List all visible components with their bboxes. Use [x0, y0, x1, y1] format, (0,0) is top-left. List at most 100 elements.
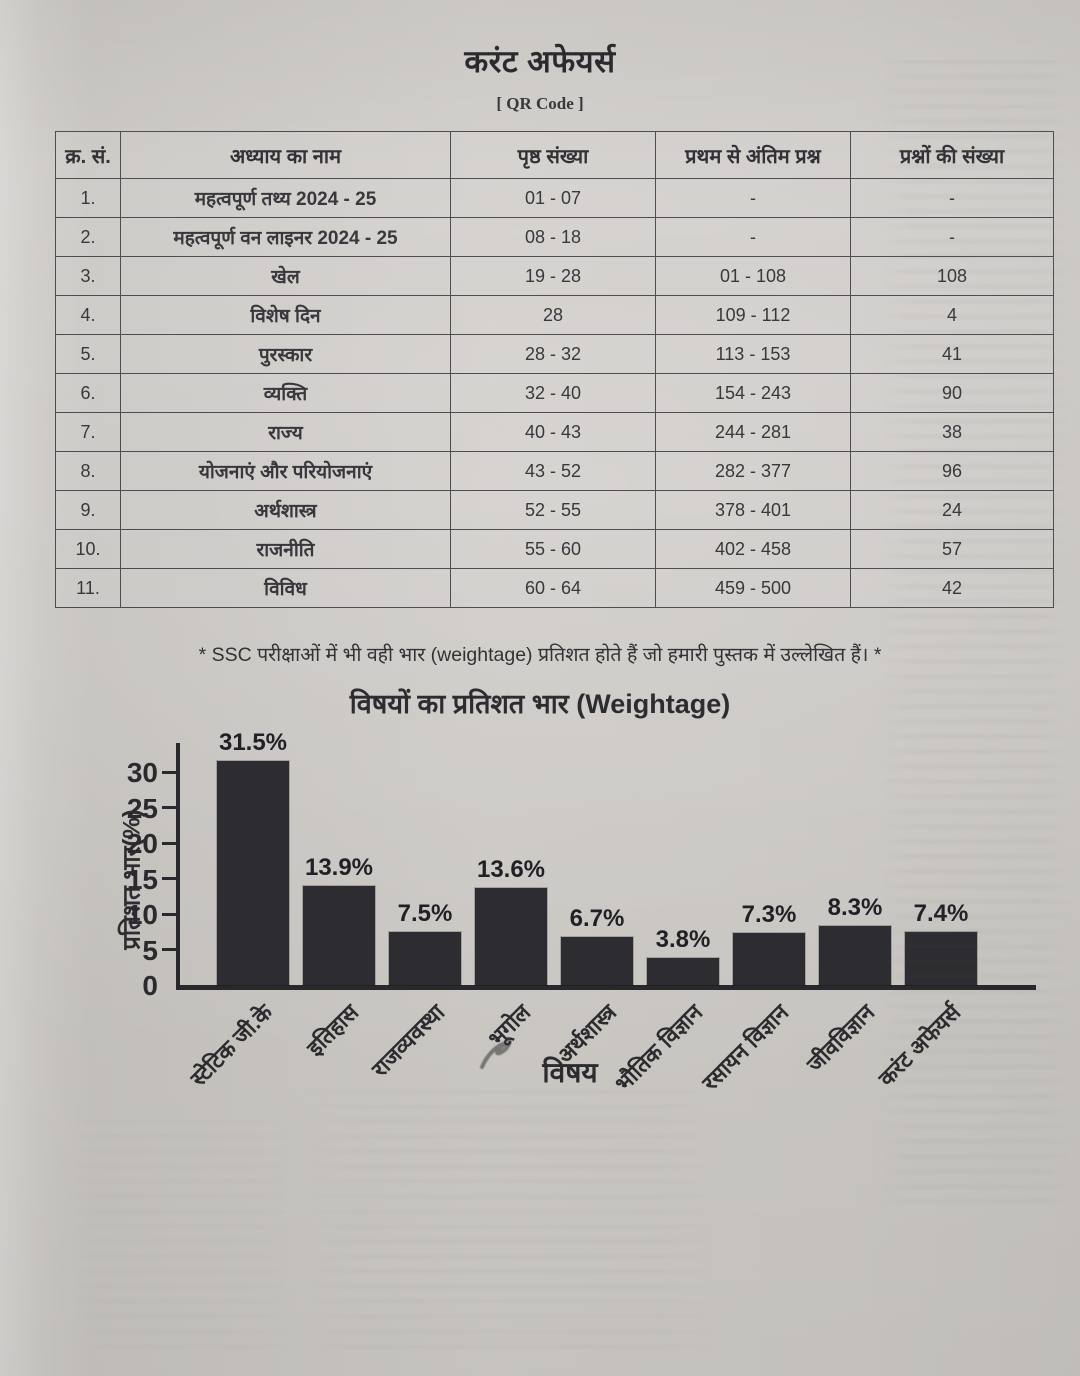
table-cell: 28: [450, 295, 656, 335]
table-cell: 113 - 153: [655, 334, 851, 374]
table-column-header: पृष्ठ संख्या: [450, 131, 656, 179]
table-cell: अर्थशास्त्र: [120, 490, 451, 530]
y-tick-label: 20: [126, 828, 158, 859]
table-cell: खेल: [120, 256, 451, 296]
bar-value-label: 6.7%: [569, 905, 625, 932]
table-column-header: क्र. सं.: [55, 131, 121, 179]
table-cell: राज्य: [120, 412, 451, 452]
table-row: 9. अर्थशास्त्र 52 - 55 378 - 401 24: [55, 490, 1054, 530]
table-cell: 24: [850, 490, 1054, 530]
table-column-header: अध्याय का नाम: [120, 131, 451, 179]
bar-7: [819, 926, 891, 985]
qr-code-label: [ QR Code ]: [496, 94, 584, 113]
table-cell: 5.: [55, 334, 121, 374]
table-column-header: प्रथम से अंतिम प्रश्न: [655, 131, 851, 179]
table-row: 7. राज्य 40 - 43 244 - 281 38: [55, 412, 1054, 452]
table-cell: 52 - 55: [450, 490, 656, 530]
bar-3: [475, 888, 547, 985]
table-cell: 109 - 112: [655, 295, 851, 335]
table-cell: 10.: [55, 529, 121, 569]
table-cell: 01 - 07: [450, 178, 656, 218]
table-cell: 2.: [55, 217, 121, 257]
y-tick-label: 10: [126, 899, 158, 930]
y-axis-tick: [162, 841, 177, 845]
table-cell: 154 - 243: [655, 373, 851, 413]
table-cell: महत्वपूर्ण वन लाइनर 2024 - 25: [120, 217, 451, 257]
bar-5: [647, 958, 719, 985]
table-cell: 3.: [55, 256, 121, 296]
x-axis-label: विषय: [542, 1057, 598, 1088]
table-cell: -: [850, 178, 1054, 218]
table-row: 4. विशेष दिन 28 109 - 112 4: [55, 295, 1054, 335]
table-row: 2. महत्वपूर्ण वन लाइनर 2024 - 25 08 - 18- -: [55, 217, 1054, 257]
table-cell: 90: [850, 373, 1054, 413]
table-cell: 7.: [55, 412, 121, 452]
table-row: 1. महत्वपूर्ण तथ्य 2024 - 25 01 - 07- -: [55, 178, 1054, 218]
table-cell: 4: [850, 295, 1054, 335]
table-cell: 57: [850, 529, 1054, 569]
table-cell: 42: [850, 568, 1054, 608]
weightage-bar-chart: प्रतिशत भार(%) विषय 0 5 10 15 20 25 30 31.5% स्ट…: [100, 731, 1060, 1135]
table-cell: 28 - 32: [450, 334, 656, 374]
table-row: 8. योजनाएं और परियोजनाएं 43 - 52 282 - 377 9…: [55, 451, 1054, 491]
table-cell: -: [655, 178, 851, 218]
table-cell: 60 - 64: [450, 568, 656, 608]
table-cell: 378 - 401: [655, 490, 851, 530]
bleed-through-texture: [70, 1120, 290, 1350]
y-tick-label: 5: [142, 934, 158, 966]
table-row: 5. पुरस्कार 28 - 32 113 - 153 41: [55, 334, 1054, 374]
table-cell: 32 - 40: [450, 373, 656, 413]
y-axis-tick: [162, 770, 177, 774]
y-axis-line: [176, 743, 180, 989]
table-cell: 108: [850, 256, 1054, 296]
table-cell: योजनाएं और परियोजनाएं: [120, 451, 451, 491]
table-cell: विशेष दिन: [120, 295, 451, 335]
y-tick-label: 0: [142, 970, 158, 1001]
table-cell: 11.: [55, 568, 121, 608]
table-cell: 4.: [55, 295, 121, 335]
x-axis-line: [176, 985, 1036, 990]
table-row: 11. विविध 60 - 64 459 - 500 42: [55, 568, 1054, 608]
bar-value-label: 7.5%: [397, 900, 453, 927]
table-cell: 282 - 377: [655, 451, 851, 491]
y-tick-label: 30: [126, 757, 158, 788]
bar-8: [905, 932, 977, 985]
bar-value-label: 13.9%: [304, 854, 374, 881]
table-cell: पुरस्कार: [120, 334, 451, 374]
table-cell: 6.: [55, 373, 121, 413]
bar-2: [389, 932, 461, 985]
table-cell: 01 - 108: [655, 256, 851, 296]
table-cell: -: [655, 217, 851, 257]
table-cell: 96: [850, 451, 1054, 491]
table-cell: 43 - 52: [450, 451, 656, 491]
chapter-index-table: क्र. सं. अध्याय का नाम पृष्ठ संख्या प्रथम स…: [55, 131, 1054, 608]
bar-1: [303, 886, 375, 985]
table-row: 3. खेल 19 - 28 01 - 108 108: [55, 256, 1054, 296]
weightage-note: * SSC परीक्षाओं में भी वही भार (weightag…: [198, 644, 882, 666]
y-axis-tick: [162, 806, 177, 809]
table-cell: 40 - 43: [450, 412, 656, 452]
table-cell: महत्वपूर्ण तथ्य 2024 - 25: [120, 178, 451, 218]
table-cell: 41: [850, 334, 1054, 374]
bar-6: [733, 933, 805, 985]
bar-value-label: 7.3%: [741, 901, 797, 928]
table-cell: 402 - 458: [655, 529, 851, 569]
table-cell: 55 - 60: [450, 529, 656, 569]
table-cell: 08 - 18: [450, 217, 656, 257]
table-cell: 244 - 281: [655, 412, 851, 452]
table-cell: -: [850, 217, 1054, 257]
table-cell: विविध: [120, 568, 451, 608]
toc-table-body: 1. महत्वपूर्ण तथ्य 2024 - 25 01 - 07- -2. मह…: [55, 178, 1054, 608]
y-tick-label: 15: [126, 863, 158, 895]
chart-title: विषयों का प्रतिशत भार (Weightage): [349, 689, 731, 719]
bar-value-label: 13.6%: [476, 856, 546, 883]
table-row: 10. राजनीति 55 - 60 402 - 458 57: [55, 529, 1054, 569]
y-axis-tick: [162, 948, 177, 951]
table-header-row: क्र. सं. अध्याय का नाम पृष्ठ संख्या प्रथम स…: [55, 131, 1054, 179]
table-cell: व्यक्ति: [120, 373, 451, 413]
table-cell: 38: [850, 412, 1054, 452]
bar-value-label: 8.3%: [827, 894, 883, 921]
table-cell: राजनीति: [120, 529, 451, 569]
y-axis-tick: [162, 912, 177, 916]
